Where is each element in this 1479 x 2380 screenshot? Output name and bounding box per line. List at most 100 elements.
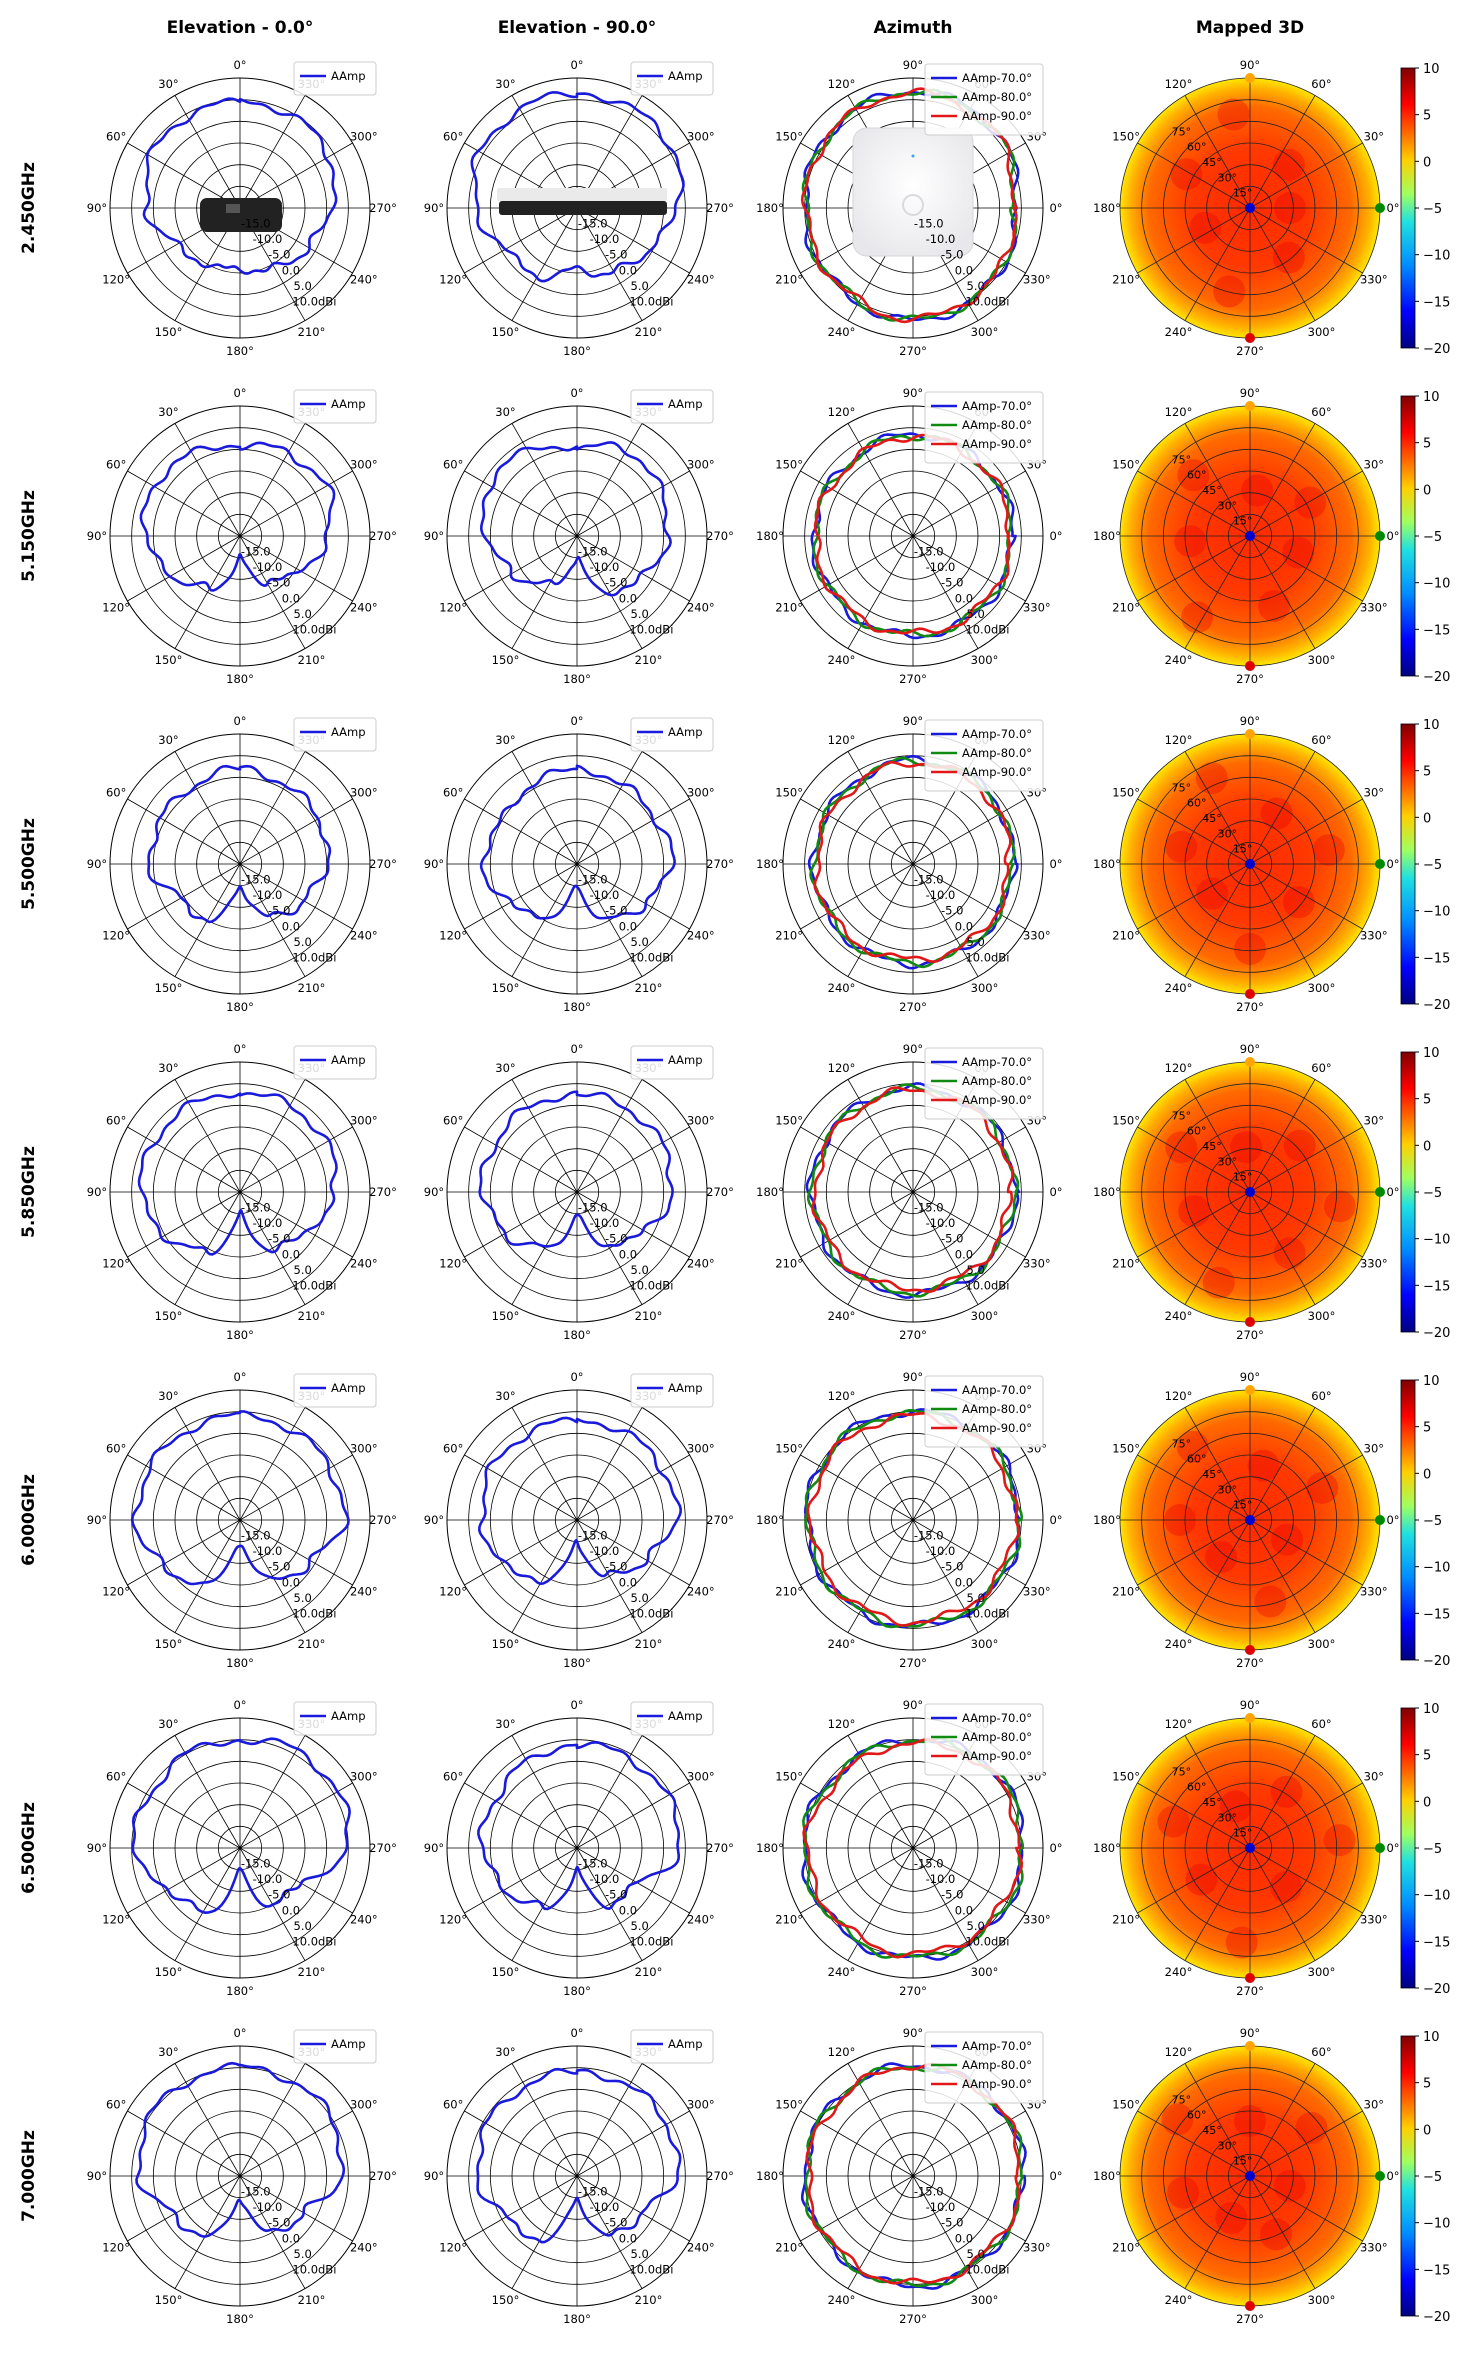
angle-tick-label: 180° — [563, 1328, 591, 1342]
legend-label: AAmp — [331, 1709, 366, 1723]
elevation-panel: 0°30°60°90°120°150°180°210°240°270°300°3… — [87, 386, 397, 686]
angle-tick-label: 120° — [828, 2045, 856, 2059]
theta-tick-label: 45° — [1202, 812, 1222, 825]
grid-ring — [468, 427, 686, 645]
radial-tick-label: 5.0 — [631, 2247, 649, 2261]
angle-tick-label: 270° — [899, 2312, 927, 2326]
angle-tick-label: 150° — [492, 1309, 520, 1323]
angle-tick-label: 240° — [687, 1913, 715, 1927]
angle-tick-label: 120° — [828, 405, 856, 419]
angle-tick-label: 120° — [102, 2241, 130, 2255]
angle-tick-label: 270° — [706, 1841, 734, 1855]
angle-tick-label: 120° — [828, 1389, 856, 1403]
angle-tick-label: 120° — [1165, 77, 1193, 91]
angle-tick-label: 180° — [756, 2169, 784, 2183]
angle-tick-label: 30° — [158, 1717, 178, 1731]
angle-tick-label: 180° — [226, 2312, 254, 2326]
angle-tick-label: 60° — [443, 786, 463, 800]
radial-tick-label: -5.0 — [268, 576, 290, 590]
radial-tick-label: 10.0dBi — [292, 622, 336, 636]
theta-tick-label: 30° — [1218, 1155, 1238, 1168]
theta-tick-label: 15° — [1233, 2155, 1253, 2168]
angle-tick-label: 30° — [1364, 2098, 1384, 2112]
angle-tick-label: 210° — [298, 1637, 326, 1651]
grid-ring — [196, 164, 284, 252]
grid-ring — [890, 841, 936, 887]
angle-tick-label: 90° — [87, 2169, 107, 2183]
radial-tick-label: -5.0 — [605, 904, 627, 918]
angle-tick-label: 0° — [233, 2026, 246, 2040]
legend-box — [630, 1045, 714, 1080]
grid-ring — [174, 1782, 306, 1914]
grid-ring — [217, 2153, 263, 2199]
legend-label: AAmp-80.0° — [962, 2058, 1032, 2072]
grid-ring — [446, 733, 708, 995]
grid-ring — [1206, 1804, 1294, 1892]
heatmap-blob — [1241, 474, 1274, 507]
grid-ring — [782, 405, 1044, 667]
z-axis-marker — [1245, 661, 1255, 671]
angle-tick-label: 150° — [775, 1114, 803, 1128]
angle-tick-label: 60° — [1311, 405, 1331, 419]
angle-tick-label: 210° — [1112, 1257, 1140, 1271]
radial-tick-label: 5.0 — [294, 279, 312, 293]
y-axis-marker — [1245, 729, 1255, 739]
angle-tick-label: 180° — [756, 1841, 784, 1855]
radial-tick-label: 0.0 — [282, 1247, 300, 1261]
angle-tick-label: 240° — [687, 601, 715, 615]
angle-tick-label: 60° — [1311, 733, 1331, 747]
angle-tick-label: 90° — [87, 1513, 107, 1527]
angle-tick-label: 120° — [102, 273, 130, 287]
angle-tick-label: 120° — [102, 1257, 130, 1271]
grid-ring — [1227, 1825, 1273, 1871]
legend-box — [293, 1045, 377, 1080]
angle-tick-label: 180° — [226, 344, 254, 358]
angle-tick-label: 210° — [298, 1965, 326, 1979]
grid-ring — [1206, 164, 1294, 252]
radial-tick-label: 0.0 — [619, 1903, 637, 1917]
angle-tick-label: 150° — [155, 1309, 183, 1323]
radial-tick-label: -5.0 — [605, 576, 627, 590]
radial-tick-label: 0.0 — [282, 263, 300, 277]
angle-tick-label: 300° — [687, 130, 715, 144]
radial-tick-label: 10.0dBi — [965, 1934, 1009, 1948]
legend-label: AAmp — [668, 1381, 703, 1395]
angle-tick-label: 90° — [424, 1185, 444, 1199]
device-photo-base — [499, 201, 667, 215]
angle-tick-label: 240° — [828, 653, 856, 667]
theta-tick-label: 45° — [1202, 2124, 1222, 2137]
heatmap-blob — [1273, 1237, 1306, 1270]
grid-ring — [533, 1148, 621, 1236]
grid-ring — [217, 513, 263, 559]
mapped-3d-panel: 15° 30° 45° 60° 75° 0° 30° 60° 90° 120° 150° 180° 21… — [1093, 2026, 1450, 2326]
elevation-panel: 0°30°60°90°120°150°180°210°240°270°300°3… — [87, 1698, 397, 1998]
angle-tick-label: 60° — [443, 1114, 463, 1128]
theta-tick-label: 75° — [1172, 125, 1192, 138]
azimuth-panel: 0°30°60°90°120°150°180°210°240°270°300°3… — [756, 1370, 1062, 1670]
colorbar-tick-label: −15 — [1423, 1935, 1450, 1950]
radial-tick-label: 10.0dBi — [292, 1934, 336, 1948]
y-axis-marker — [1245, 1713, 1255, 1723]
angle-tick-label: 180° — [226, 1656, 254, 1670]
radial-tick-label: -10.0 — [590, 560, 620, 574]
heatmap-blob — [1271, 1523, 1304, 1556]
angle-tick-label: 210° — [1112, 2241, 1140, 2255]
heatmap-blob — [1323, 1190, 1356, 1223]
heatmap-blob — [1254, 1585, 1287, 1618]
grid-ring — [109, 2045, 371, 2307]
heatmap-blob — [1260, 797, 1293, 830]
grid-ring — [782, 1389, 1044, 1651]
x-axis-marker — [1375, 203, 1385, 213]
center-marker — [1245, 1187, 1255, 1197]
colorbar-tick-label: −20 — [1423, 670, 1450, 685]
angle-tick-label: 180° — [756, 857, 784, 871]
angle-tick-label: 180° — [756, 1513, 784, 1527]
radial-tick-label: -5.0 — [941, 1888, 963, 1902]
angle-tick-label: 60° — [106, 458, 126, 472]
radial-tick-label: 0.0 — [955, 2231, 973, 2245]
colorbar-tick-label: −10 — [1423, 1233, 1450, 1248]
angle-tick-label: 180° — [1093, 1841, 1121, 1855]
angle-tick-label: 150° — [775, 458, 803, 472]
angle-tick-label: 90° — [903, 2026, 923, 2040]
radial-tick-label: 0.0 — [619, 591, 637, 605]
